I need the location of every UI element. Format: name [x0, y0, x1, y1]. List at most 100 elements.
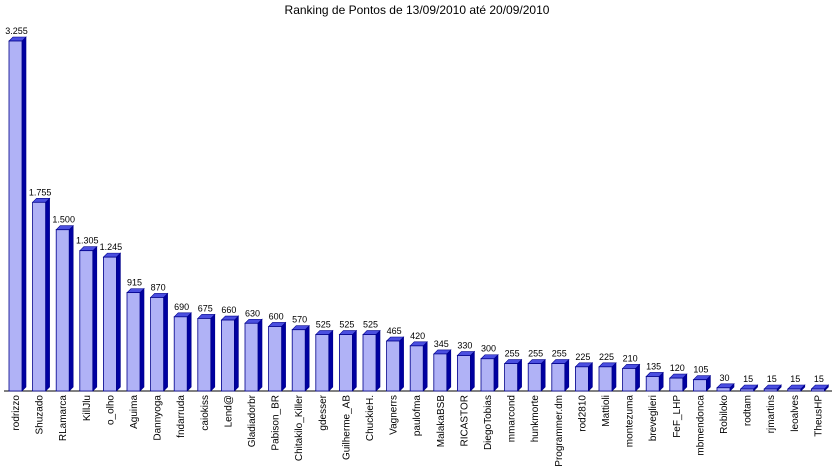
bar-value-label: 675 [198, 303, 213, 313]
bar-side [375, 329, 381, 392]
category-label: caiokiss [200, 395, 211, 431]
bar-side [352, 329, 357, 392]
bar-value-label: 660 [221, 305, 236, 315]
bar-side [116, 252, 121, 392]
bar-value-label: 255 [528, 349, 543, 359]
bar-side [257, 318, 263, 392]
category-label: Shuzado [35, 395, 46, 435]
bar-value-label: 3.255 [5, 26, 28, 36]
category-label: montezuma [625, 395, 636, 448]
bar-value-label: 105 [693, 365, 708, 375]
bar [811, 388, 825, 392]
category-label: Robiloko [719, 395, 730, 434]
category-label: Dannyoga [153, 395, 164, 441]
bar [197, 318, 212, 392]
category-label: Chitakilo_Killer [294, 394, 305, 461]
category-label: breveglieri [648, 395, 659, 441]
category-label: Mattioli [601, 395, 612, 427]
bar-value-label: 15 [767, 374, 777, 384]
bar [740, 388, 754, 392]
bar [8, 40, 23, 392]
bar-value-label: 525 [316, 320, 331, 330]
bar-value-label: 210 [623, 353, 638, 363]
bar [763, 388, 778, 392]
category-label: RLamarca [58, 395, 69, 442]
bar [645, 376, 660, 392]
bar [693, 379, 707, 392]
bar [362, 334, 377, 392]
category-label: Aguima [129, 395, 140, 429]
bar [622, 368, 636, 392]
bar-side [588, 362, 593, 392]
bar-side [21, 36, 27, 392]
bar [338, 334, 353, 392]
bar-side [446, 349, 452, 392]
bar-value-label: 1.500 [52, 215, 75, 225]
bar-value-label: 30 [719, 373, 729, 383]
bar-side [422, 341, 428, 392]
bar-value-label: 135 [646, 361, 661, 371]
bar-value-label: 1.755 [29, 187, 52, 197]
bar [103, 256, 117, 392]
category-label: RICASTOR [459, 395, 470, 447]
bar-value-label: 120 [670, 363, 685, 373]
bar-side [304, 324, 310, 392]
bar-side [234, 315, 239, 392]
bar [32, 201, 46, 392]
bar-value-label: 225 [599, 352, 614, 362]
bar [150, 297, 165, 392]
bar [268, 326, 283, 392]
category-label: o_olho [105, 395, 116, 425]
bar [575, 366, 589, 392]
category-label: fndarruda [176, 395, 187, 438]
chart-title: Ranking de Pontos de 13/09/2010 até 20/0… [285, 3, 550, 17]
category-label: Guilherme_AB [341, 395, 352, 460]
category-label: DiegoTobias [483, 395, 494, 450]
bar [409, 345, 424, 392]
bar-value-label: 870 [151, 282, 166, 292]
category-label: Programmer.dm [554, 395, 565, 467]
bar-side [611, 362, 617, 392]
bar [716, 387, 731, 392]
bar [456, 355, 471, 392]
category-label: hunkmorte [530, 395, 541, 443]
bar [55, 229, 70, 392]
bar-side [635, 363, 640, 392]
category-label: KillJlu [82, 395, 93, 421]
bar-value-label: 15 [790, 374, 800, 384]
category-label: Lend@ [223, 395, 234, 427]
bar-value-label: 630 [245, 308, 260, 318]
bar-side [68, 224, 74, 392]
bar-side [163, 292, 168, 392]
bar-side [45, 197, 50, 392]
bar-side [517, 358, 522, 392]
category-label: mbmendonca [695, 395, 706, 456]
bar [244, 322, 259, 392]
bar-value-label: 300 [481, 344, 496, 354]
category-label: gdesser [318, 394, 329, 430]
bar-value-label: 1.245 [100, 242, 123, 252]
bar-side [328, 329, 334, 392]
bar-side [139, 287, 145, 392]
bar-value-label: 420 [410, 331, 425, 341]
bar-value-label: 15 [814, 374, 824, 384]
bar-value-label: 465 [387, 326, 402, 336]
bar-side [470, 350, 475, 392]
bar-value-label: 600 [269, 311, 284, 321]
category-label: paulofma [412, 395, 423, 437]
bar-value-label: 225 [575, 352, 590, 362]
bar [220, 319, 235, 392]
bar-value-label: 330 [457, 341, 472, 351]
bar [551, 363, 566, 392]
category-label: rodrizzo [11, 395, 22, 431]
bar [315, 334, 330, 392]
bar [669, 377, 684, 392]
category-label: FeF_LHP [672, 395, 683, 438]
bar-side [210, 313, 216, 392]
bar-side [186, 312, 192, 392]
bar [173, 316, 188, 392]
category-label: rodtam [743, 395, 754, 426]
category-label: leoalves [790, 395, 801, 432]
bar [527, 363, 542, 392]
